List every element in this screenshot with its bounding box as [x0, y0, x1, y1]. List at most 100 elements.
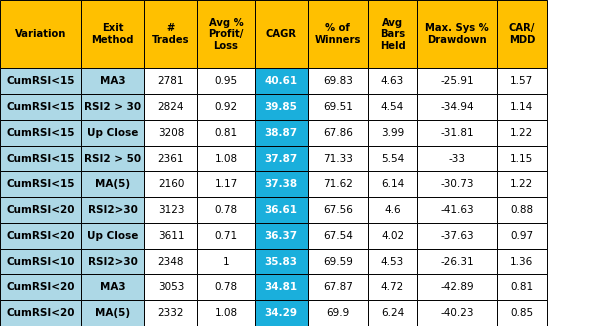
- Text: 0.78: 0.78: [214, 205, 238, 215]
- Bar: [0, 120, 81, 146]
- Bar: [81, 0, 144, 68]
- Text: -41.63: -41.63: [441, 205, 474, 215]
- Bar: [497, 146, 547, 171]
- Text: 71.33: 71.33: [323, 154, 353, 164]
- Bar: [308, 249, 368, 274]
- Bar: [197, 197, 255, 223]
- Bar: [0, 94, 81, 120]
- Bar: [497, 0, 547, 68]
- Text: 0.95: 0.95: [214, 76, 238, 86]
- Text: 36.37: 36.37: [264, 231, 298, 241]
- Bar: [197, 68, 255, 94]
- Text: 1.22: 1.22: [510, 128, 533, 138]
- Bar: [417, 146, 497, 171]
- Text: 4.72: 4.72: [381, 282, 404, 292]
- Text: Up Close: Up Close: [87, 128, 138, 138]
- Text: CumRSI<20: CumRSI<20: [7, 282, 75, 292]
- Bar: [417, 197, 497, 223]
- Text: CAR/
MDD: CAR/ MDD: [509, 23, 535, 45]
- Text: RSI2>30: RSI2>30: [88, 257, 138, 267]
- Text: 37.87: 37.87: [264, 154, 298, 164]
- Bar: [417, 68, 497, 94]
- Text: 4.02: 4.02: [381, 231, 404, 241]
- Bar: [368, 223, 417, 249]
- Bar: [497, 197, 547, 223]
- Bar: [308, 171, 368, 197]
- Bar: [197, 120, 255, 146]
- Bar: [497, 171, 547, 197]
- Bar: [308, 274, 368, 300]
- Bar: [81, 171, 144, 197]
- Text: 0.78: 0.78: [214, 282, 238, 292]
- Text: CumRSI<20: CumRSI<20: [7, 231, 75, 241]
- Bar: [497, 274, 547, 300]
- Bar: [81, 146, 144, 171]
- Bar: [368, 249, 417, 274]
- Text: CumRSI<15: CumRSI<15: [7, 76, 75, 86]
- Bar: [197, 249, 255, 274]
- Bar: [497, 120, 547, 146]
- Text: MA3: MA3: [100, 76, 126, 86]
- Bar: [308, 0, 368, 68]
- Bar: [417, 171, 497, 197]
- Text: -31.81: -31.81: [441, 128, 474, 138]
- Text: 69.83: 69.83: [323, 76, 353, 86]
- Bar: [197, 171, 255, 197]
- Bar: [308, 120, 368, 146]
- Text: MA(5): MA(5): [95, 179, 131, 189]
- Text: 34.29: 34.29: [265, 308, 297, 318]
- Text: Avg %
Profit/
Loss: Avg % Profit/ Loss: [208, 18, 244, 51]
- Bar: [255, 120, 308, 146]
- Bar: [368, 94, 417, 120]
- Text: CumRSI<20: CumRSI<20: [7, 308, 75, 318]
- Bar: [255, 171, 308, 197]
- Bar: [197, 274, 255, 300]
- Bar: [0, 171, 81, 197]
- Bar: [144, 223, 197, 249]
- Bar: [144, 197, 197, 223]
- Text: 3123: 3123: [158, 205, 184, 215]
- Bar: [368, 274, 417, 300]
- Bar: [197, 0, 255, 68]
- Bar: [81, 223, 144, 249]
- Bar: [0, 300, 81, 326]
- Bar: [417, 274, 497, 300]
- Bar: [255, 146, 308, 171]
- Bar: [497, 223, 547, 249]
- Text: 2781: 2781: [158, 76, 184, 86]
- Bar: [0, 146, 81, 171]
- Bar: [255, 0, 308, 68]
- Bar: [368, 120, 417, 146]
- Text: -42.89: -42.89: [441, 282, 474, 292]
- Text: 2160: 2160: [158, 179, 184, 189]
- Bar: [417, 249, 497, 274]
- Text: 1.57: 1.57: [510, 76, 533, 86]
- Text: % of
Winners: % of Winners: [314, 23, 361, 45]
- Text: 2332: 2332: [158, 308, 184, 318]
- Text: 0.85: 0.85: [510, 308, 533, 318]
- Text: 71.62: 71.62: [323, 179, 353, 189]
- Bar: [308, 68, 368, 94]
- Text: CumRSI<10: CumRSI<10: [7, 257, 75, 267]
- Text: 34.81: 34.81: [264, 282, 298, 292]
- Text: RSI2 > 30: RSI2 > 30: [84, 102, 141, 112]
- Text: 67.56: 67.56: [323, 205, 353, 215]
- Bar: [255, 68, 308, 94]
- Text: Up Close: Up Close: [87, 231, 138, 241]
- Bar: [368, 171, 417, 197]
- Bar: [81, 274, 144, 300]
- Text: 3611: 3611: [158, 231, 184, 241]
- Bar: [0, 197, 81, 223]
- Text: CumRSI<15: CumRSI<15: [7, 128, 75, 138]
- Bar: [81, 68, 144, 94]
- Text: 4.63: 4.63: [381, 76, 404, 86]
- Text: 67.87: 67.87: [323, 282, 353, 292]
- Bar: [144, 249, 197, 274]
- Text: CumRSI<15: CumRSI<15: [7, 102, 75, 112]
- Text: 6.24: 6.24: [381, 308, 404, 318]
- Bar: [497, 300, 547, 326]
- Bar: [368, 68, 417, 94]
- Bar: [255, 197, 308, 223]
- Text: 69.59: 69.59: [323, 257, 353, 267]
- Text: RSI2>30: RSI2>30: [88, 205, 138, 215]
